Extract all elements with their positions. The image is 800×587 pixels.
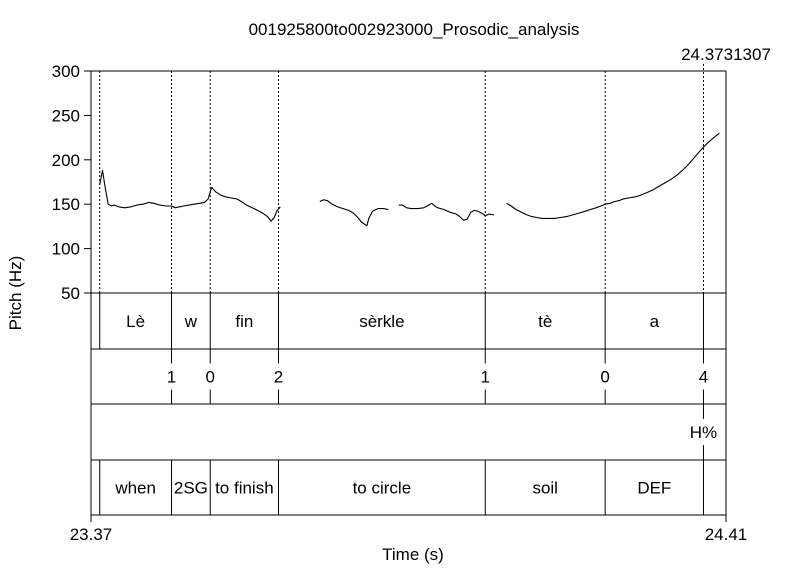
y-tick-label: 250 [52,106,80,125]
pitch-contour-segment [99,169,281,222]
point-label: H% [690,423,717,442]
interval-label: tè [538,312,552,331]
cursor-time-label: 24.3731307 [681,45,771,64]
y-axis-label: Pitch (Hz) [6,256,25,331]
point-label: 0 [600,368,609,387]
interval-label: Lè [126,312,145,331]
point-label: 4 [699,368,708,387]
y-tick-label: 50 [61,284,80,303]
y-tick-label: 200 [52,151,80,170]
point-label: 2 [274,368,283,387]
interval-label: sèrkle [359,312,404,331]
x-tick-label: 24.41 [705,525,748,544]
interval-label: to finish [215,479,274,498]
interval-label: 2SG [174,479,208,498]
interval-label: w [184,312,198,331]
x-axis-label: Time (s) [382,545,444,564]
pitch-contour-segment [319,199,389,227]
pitch-contour-segment [398,202,495,221]
point-label: 1 [167,368,176,387]
y-tick-label: 150 [52,195,80,214]
chart-title: 001925800to002923000_Prosodic_analysis [249,20,580,39]
point-label: 1 [481,368,490,387]
interval-label: a [650,312,660,331]
y-tick-label: 100 [52,240,80,259]
interval-label: DEF [637,479,671,498]
point-label: 0 [206,368,215,387]
interval-label: to circle [353,479,412,498]
interval-label: fin [235,312,253,331]
interval-label: soil [532,479,558,498]
interval-label: when [114,479,156,498]
y-tick-label: 300 [52,62,80,81]
x-tick-label: 23.37 [70,525,113,544]
pitch-contour-segment [506,132,720,219]
